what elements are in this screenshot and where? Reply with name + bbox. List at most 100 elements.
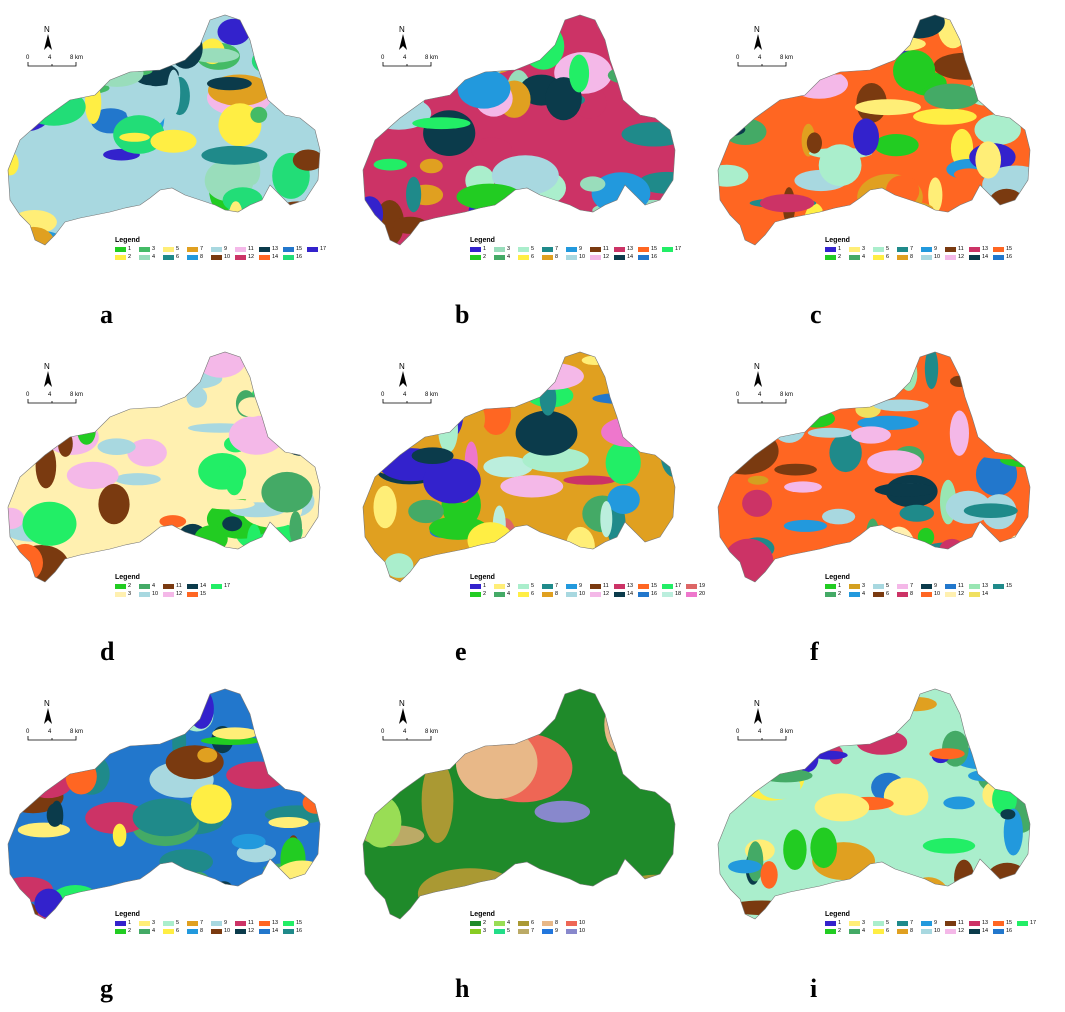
legend-swatch (566, 920, 577, 926)
legend-label: 10 (152, 591, 159, 597)
legend-label: 7 (555, 583, 559, 589)
legend-swatch (235, 246, 246, 252)
map-patch (891, 15, 945, 39)
map-patch (619, 874, 675, 905)
legend-swatch (590, 591, 601, 597)
legend-swatch (993, 920, 1004, 926)
legend-swatch (897, 254, 908, 260)
map-patch (605, 441, 641, 485)
legend-item: 11 (945, 246, 969, 252)
map-patch (499, 352, 526, 378)
map-patch (481, 394, 511, 435)
legend-swatch (115, 920, 126, 926)
map-patch (618, 719, 654, 742)
legend-label: 11 (248, 246, 254, 252)
panel-letter: f (810, 637, 819, 666)
legend-item: 6 (873, 591, 897, 597)
legend-item: 15 (283, 920, 307, 926)
map-patch (856, 730, 908, 755)
legend-swatch (849, 920, 860, 926)
legend-swatch (211, 920, 222, 926)
legend-label: 1 (483, 246, 487, 252)
legend-swatch (921, 246, 932, 252)
map-patch (922, 838, 976, 854)
legend-swatch (542, 246, 553, 252)
map-patch (600, 501, 613, 538)
legend-item: 6 (518, 920, 542, 926)
legend: Legend 1 2 3 4 5 6 7 8 9 10 11 12 13 14 15 16 17 (825, 911, 1055, 934)
map-patch (467, 522, 514, 559)
map-patch (627, 426, 642, 444)
legend-label: 9 (555, 928, 559, 934)
scale-label: 0 (26, 55, 30, 61)
legend-label: 15 (1006, 920, 1013, 926)
legend-label: 8 (555, 254, 559, 260)
legend-item: 13 (969, 246, 993, 252)
map-patch (1017, 772, 1030, 781)
map-patch (222, 187, 263, 213)
map-patch (728, 859, 762, 874)
map-patch (968, 770, 998, 782)
legend-item: 14 (259, 928, 283, 934)
map-patch (1005, 369, 1030, 399)
map-patch (860, 884, 895, 904)
legend-label: 18 (675, 591, 682, 597)
legend: Legend 1 2 3 4 5 6 7 8 9 10 11 12 13 14 15 (825, 574, 1055, 597)
map-patch (270, 860, 320, 907)
legend-label: 15 (651, 246, 658, 252)
legend-swatch (825, 246, 836, 252)
legend-swatch (518, 583, 529, 589)
scale-label: 8 km (425, 392, 439, 398)
legend-item: 2 (115, 583, 139, 589)
legend-label: 12 (248, 928, 255, 934)
map-region (8, 689, 320, 919)
map-patch (759, 768, 813, 783)
scale-label: 0 (26, 392, 30, 398)
legend-item: 10 (921, 928, 945, 934)
legend-swatch (494, 591, 505, 597)
compass-label: N (44, 362, 50, 371)
map-patch (465, 403, 485, 435)
map-patch (881, 878, 927, 892)
map-patch (933, 52, 998, 80)
legend-item: 3 (849, 246, 873, 252)
legend-item: 2 (825, 254, 849, 260)
legend-label: 5 (531, 246, 535, 252)
map-patch (917, 527, 935, 547)
map-patch (270, 381, 284, 406)
map-patch (197, 747, 218, 763)
legend-swatch (139, 591, 150, 597)
legend-label: 14 (982, 928, 989, 934)
legend-swatch (115, 254, 126, 260)
legend-item: 12 (945, 591, 969, 597)
legend-swatch (139, 583, 150, 589)
map-patch (817, 43, 856, 75)
legend-label: 5 (886, 246, 890, 252)
map-patch (17, 822, 70, 838)
map-patch (849, 15, 880, 54)
map-patch (811, 386, 836, 409)
legend-item: 12 (945, 254, 969, 260)
legend-swatch (163, 920, 174, 926)
legend-item: 18 (662, 591, 686, 597)
map-patch (455, 726, 538, 799)
map-patch (8, 708, 45, 720)
legend-label: 13 (627, 246, 634, 252)
legend-item: 1 (115, 246, 139, 252)
map-region (363, 352, 675, 582)
map-patch (438, 406, 458, 453)
legend-swatch (662, 591, 673, 597)
legend-swatch (470, 591, 481, 597)
legend-swatch (566, 928, 577, 934)
legend-item: 2 (825, 591, 849, 597)
legend-label: 6 (176, 254, 180, 260)
map-patch (596, 15, 645, 38)
legend-item: 5 (518, 583, 542, 589)
map-patch (128, 352, 178, 388)
map-patch (119, 132, 150, 142)
legend-item: 7 (897, 920, 921, 926)
legend-swatch (283, 928, 294, 934)
legend-swatch (945, 583, 956, 589)
